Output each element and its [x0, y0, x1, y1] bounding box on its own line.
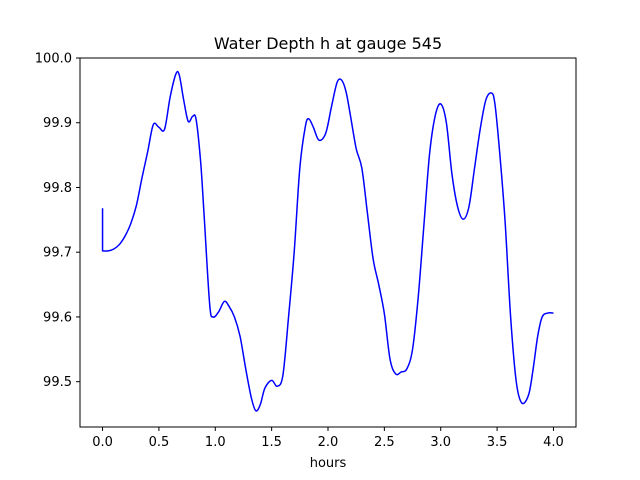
y-tick-label: 99.5	[43, 375, 72, 390]
x-tick-label: 2.5	[374, 435, 395, 450]
y-tick-label: 99.7	[43, 246, 72, 261]
series-line	[101, 70, 554, 412]
x-tick-label: 3.0	[430, 435, 451, 450]
series-layer	[101, 70, 554, 412]
y-tick-label: 100.0	[35, 52, 72, 67]
x-tick-label: 2.0	[318, 435, 339, 450]
x-tick-label: 0.0	[92, 435, 113, 450]
y-tick-label: 99.8	[43, 181, 72, 196]
x-axis-label: hours	[310, 456, 347, 471]
chart-title: Water Depth h at gauge 545	[214, 34, 442, 53]
y-axis: 99.5 99.6 99.7 99.8 99.9 100.0	[35, 52, 80, 390]
x-tick-label: 1.5	[261, 435, 282, 450]
y-tick-label: 99.6	[43, 310, 72, 325]
x-tick-label: 4.0	[543, 435, 564, 450]
x-axis: 0.0 0.5 1.0 1.5 2.0 2.5 3.0 3.5 4.0	[92, 427, 564, 450]
x-tick-label: 3.5	[487, 435, 508, 450]
plot-area-frame	[79, 57, 577, 428]
x-tick-label: 1.0	[205, 435, 226, 450]
x-tick-label: 0.5	[149, 435, 170, 450]
y-tick-label: 99.9	[43, 116, 72, 131]
